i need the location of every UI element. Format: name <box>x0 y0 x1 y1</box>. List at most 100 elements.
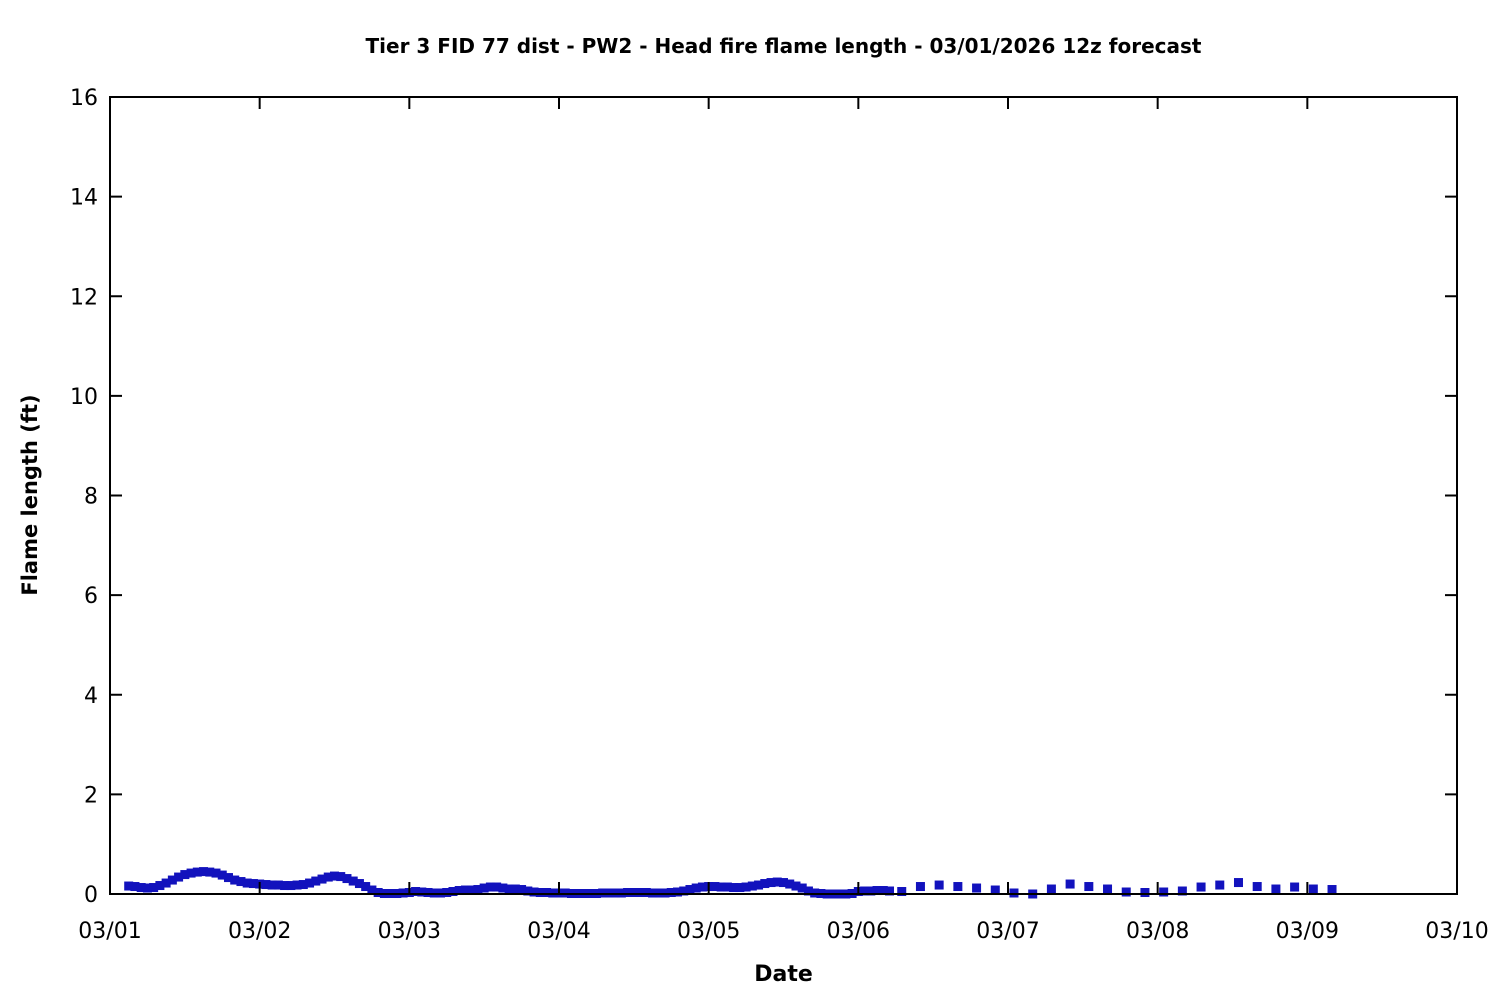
data-point-marker <box>473 885 483 895</box>
y-tick-label: 16 <box>70 86 98 111</box>
data-point-marker <box>1308 884 1318 894</box>
chart-title: Tier 3 FID 77 dist - PW2 - Head fire fla… <box>365 34 1202 58</box>
x-tick-label: 03/06 <box>827 919 890 944</box>
data-point-marker <box>317 874 327 884</box>
data-point-marker <box>174 872 184 882</box>
data-point-marker <box>373 888 383 898</box>
data-point-marker <box>236 877 246 887</box>
data-point-marker <box>423 888 433 898</box>
y-tick-label: 10 <box>70 385 98 410</box>
data-point-marker <box>460 885 470 895</box>
data-point-marker <box>149 883 159 893</box>
data-point-marker <box>1177 886 1187 896</box>
data-point-marker <box>666 888 676 898</box>
data-point-marker <box>417 887 427 897</box>
data-point-marker <box>766 878 776 888</box>
plot-border <box>109 96 1458 895</box>
x-tick-label: 03/08 <box>1126 919 1189 944</box>
data-point-marker <box>242 878 252 888</box>
data-point-marker <box>167 875 177 885</box>
data-point-marker <box>479 883 489 893</box>
data-point-marker <box>1046 884 1056 894</box>
x-tick-label: 03/10 <box>1425 919 1488 944</box>
x-tick-label: 03/09 <box>1276 919 1339 944</box>
data-point-marker <box>467 885 477 895</box>
data-point-marker <box>860 886 870 896</box>
data-point-marker <box>641 888 651 898</box>
data-point-marker <box>878 886 888 896</box>
y-tick-label: 6 <box>84 584 98 609</box>
data-point-marker <box>760 879 770 889</box>
data-point-marker <box>722 882 732 892</box>
data-point-marker <box>779 878 789 888</box>
x-tick-label: 03/03 <box>378 919 441 944</box>
data-point-marker <box>791 881 801 891</box>
data-point-marker <box>492 882 502 892</box>
data-point-marker <box>1290 882 1300 892</box>
data-point-marker <box>248 879 258 889</box>
data-point-marker <box>261 880 271 890</box>
data-point-marker <box>323 872 333 882</box>
data-point-marker <box>716 882 726 892</box>
data-point-marker <box>710 882 720 892</box>
data-point-marker <box>267 880 277 890</box>
data-point-marker <box>498 883 508 893</box>
data-point-marker <box>411 887 421 897</box>
data-point-marker <box>885 886 895 896</box>
data-point-marker <box>367 885 377 895</box>
data-point-marker <box>305 878 315 888</box>
data-point-marker <box>454 886 464 896</box>
data-point-marker <box>629 888 639 898</box>
data-point-marker <box>517 885 527 895</box>
data-point-marker <box>286 881 296 891</box>
data-point-marker <box>635 888 645 898</box>
y-tick-label: 4 <box>84 684 98 709</box>
data-point-marker <box>199 867 209 877</box>
y-tick-label: 0 <box>84 883 98 908</box>
data-point-marker <box>1233 878 1243 888</box>
data-point-marker <box>136 883 146 893</box>
data-point-marker <box>205 867 215 877</box>
data-point-marker <box>1215 880 1225 890</box>
data-point-marker <box>485 882 495 892</box>
data-point-marker <box>523 886 533 896</box>
data-point-marker <box>1065 879 1075 889</box>
x-tick-label: 03/04 <box>527 919 590 944</box>
data-point-marker <box>685 885 695 895</box>
data-point-marker <box>448 887 458 897</box>
data-point-marker <box>354 879 364 889</box>
data-point-marker <box>542 888 552 898</box>
y-tick-label: 12 <box>70 285 98 310</box>
data-point-marker <box>298 880 308 890</box>
data-point-marker <box>990 885 1000 895</box>
data-point-marker <box>161 878 171 888</box>
data-point-marker <box>623 888 633 898</box>
data-point-marker <box>311 876 321 886</box>
data-point-marker <box>217 870 227 880</box>
data-point-marker <box>510 884 520 894</box>
data-point-marker <box>953 882 963 892</box>
data-point-marker <box>280 881 290 891</box>
data-point-marker <box>1327 885 1337 895</box>
data-point-marker <box>866 886 876 896</box>
data-point-marker <box>803 886 813 896</box>
data-point-marker <box>155 881 165 891</box>
data-point-marker <box>772 877 782 887</box>
data-point-marker <box>729 883 739 893</box>
data-point-marker <box>1196 882 1206 892</box>
data-point-marker <box>1121 887 1131 897</box>
data-point-marker <box>741 882 751 892</box>
data-point-marker <box>529 887 539 897</box>
y-tick-label: 14 <box>70 186 98 211</box>
data-point-marker <box>180 870 190 880</box>
data-point-marker <box>915 882 925 892</box>
y-tick-label: 2 <box>84 783 98 808</box>
data-point-marker <box>230 875 240 885</box>
x-axis-label: Date <box>754 962 813 987</box>
data-point-marker <box>535 888 545 898</box>
y-tick-label: 8 <box>84 485 98 510</box>
data-point-marker <box>797 883 807 893</box>
data-point-marker <box>348 876 358 886</box>
